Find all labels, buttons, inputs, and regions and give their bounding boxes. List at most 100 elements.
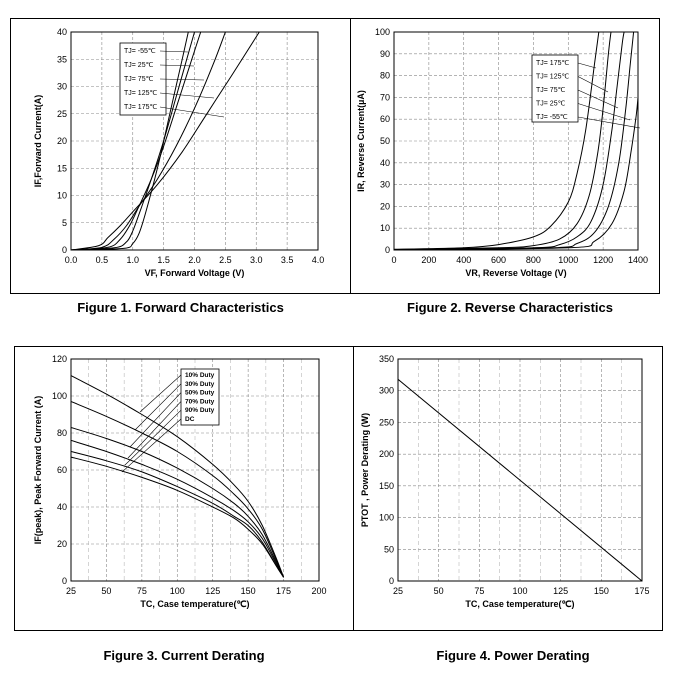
- y-tick-label: 10: [57, 191, 67, 201]
- series-line-4: [394, 97, 638, 250]
- y-tick-label: 80: [380, 71, 390, 81]
- legend-label: 90% Duty: [185, 407, 215, 414]
- x-axis-label: VR, Reverse Voltage (V): [465, 268, 566, 278]
- legend-label: 30% Duty: [185, 381, 215, 388]
- y-tick-label: 5: [62, 218, 67, 228]
- series-line-0: [398, 378, 642, 581]
- x-tick-label: 0: [391, 255, 396, 265]
- legend-leader: [134, 383, 182, 431]
- chart-panel-2: [350, 18, 660, 294]
- y-tick-label: 0: [62, 576, 67, 586]
- x-tick-label: 100: [512, 586, 527, 596]
- y-tick-label: 0: [385, 245, 390, 255]
- y-tick-label: 10: [380, 223, 390, 233]
- y-tick-label: 20: [57, 539, 67, 549]
- series-line-0: [71, 375, 285, 578]
- legend-leader: [577, 62, 597, 69]
- x-tick-label: 100: [170, 586, 185, 596]
- y-tick-label: 25: [57, 109, 67, 119]
- legend-label: 50% Duty: [185, 390, 215, 397]
- legend-leader: [139, 374, 182, 413]
- legend-label: TJ= 175℃: [124, 104, 157, 111]
- y-tick-label: 60: [380, 114, 390, 124]
- x-tick-label: 0.5: [96, 255, 109, 265]
- y-tick-label: 90: [380, 49, 390, 59]
- x-tick-label: 400: [456, 255, 471, 265]
- legend-leader: [159, 106, 225, 118]
- legend-leader: [159, 92, 215, 99]
- x-tick-label: 1400: [628, 255, 648, 265]
- x-tick-label: 200: [311, 586, 326, 596]
- legend-leader: [159, 50, 189, 53]
- x-tick-label: 150: [594, 586, 609, 596]
- series-line-0: [71, 32, 189, 250]
- legend-label: TJ= 125℃: [124, 90, 157, 97]
- y-tick-label: 200: [379, 449, 394, 459]
- legend-leader: [159, 78, 205, 81]
- y-tick-label: 350: [379, 354, 394, 364]
- x-axis-label: TC, Case temperature(℃): [140, 599, 249, 609]
- legend-leader: [577, 76, 609, 93]
- legend-label: 10% Duty: [185, 372, 215, 379]
- x-tick-label: 1000: [558, 255, 578, 265]
- y-tick-label: 150: [379, 481, 394, 491]
- legend-label: 70% Duty: [185, 398, 215, 405]
- x-tick-label: 25: [66, 586, 76, 596]
- legend-leader: [577, 89, 619, 109]
- series-line-1: [71, 401, 285, 578]
- y-tick-label: 20: [380, 201, 390, 211]
- x-tick-label: 50: [101, 586, 111, 596]
- series-line-2: [394, 32, 625, 250]
- figure-caption-4: Figure 4. Power Derating: [436, 648, 590, 663]
- forward-chart: 0.0 0.5 1.0 1.5 2.0 2.5 3.0 3.5 4.0 0 5 10 15 20 25 30 3…: [33, 27, 324, 278]
- plot-frame: [70, 358, 320, 582]
- y-tick-label: 250: [379, 417, 394, 427]
- x-tick-label: 50: [434, 586, 444, 596]
- y-tick-label: 35: [57, 54, 67, 64]
- legend-label: TJ= 25℃: [124, 62, 154, 69]
- x-tick-label: 600: [491, 255, 506, 265]
- chart-panel-4: [353, 346, 663, 631]
- y-tick-label: 60: [57, 465, 67, 475]
- series-line-5: [71, 456, 285, 578]
- legend-leader: [159, 64, 195, 67]
- x-tick-label: 2.5: [219, 255, 232, 265]
- legend-leader: [127, 401, 182, 459]
- y-tick-label: 70: [380, 92, 390, 102]
- y-tick-label: 30: [380, 180, 390, 190]
- x-tick-label: 4.0: [312, 255, 325, 265]
- series-line-2: [71, 32, 202, 250]
- y-tick-label: 40: [57, 502, 67, 512]
- y-tick-label: 0: [62, 245, 67, 255]
- y-tick-label: 80: [57, 428, 67, 438]
- legend-leader: [121, 418, 182, 473]
- legend-label: TJ= 75℃: [124, 76, 154, 83]
- y-tick-label: 50: [384, 544, 394, 554]
- y-tick-label: 15: [57, 163, 67, 173]
- y-tick-label: 50: [380, 136, 390, 146]
- series-line-1: [394, 32, 612, 250]
- series-line-4: [71, 32, 260, 250]
- y-tick-label: 40: [57, 27, 67, 37]
- plot-frame: [393, 31, 639, 251]
- y-tick-label: 120: [52, 354, 67, 364]
- y-tick-label: 100: [375, 27, 390, 37]
- power_derating-chart: 25 50 75 100 125 150 175 0 50 100 150 200 250 300 350 T…: [360, 354, 650, 609]
- series-line-3: [71, 439, 285, 578]
- y-tick-label: 40: [380, 158, 390, 168]
- figure-caption-2: Figure 2. Reverse Characteristics: [407, 300, 613, 315]
- legend-box: [180, 368, 220, 426]
- y-tick-label: 20: [57, 136, 67, 146]
- x-tick-label: 1.0: [126, 255, 139, 265]
- plot-frame: [397, 358, 643, 582]
- legend-label: TJ= 175℃: [536, 60, 569, 67]
- x-tick-label: 2.0: [188, 255, 201, 265]
- legend-label: TJ= 125℃: [536, 74, 569, 81]
- legend-leader: [577, 103, 631, 121]
- y-tick-label: 100: [52, 391, 67, 401]
- x-tick-label: 3.0: [250, 255, 263, 265]
- y-axis-label: PTOT , Power Derating (W): [360, 413, 370, 527]
- x-tick-label: 0.0: [65, 255, 78, 265]
- y-axis-label: IF(peak), Peak Forward Current (A): [33, 396, 43, 545]
